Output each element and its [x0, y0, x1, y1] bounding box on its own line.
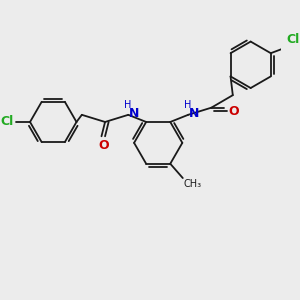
- Text: H: H: [124, 100, 131, 110]
- Text: O: O: [228, 105, 239, 118]
- Text: CH₃: CH₃: [184, 179, 202, 189]
- Text: N: N: [189, 107, 200, 120]
- Text: Cl: Cl: [287, 33, 300, 46]
- Text: H: H: [184, 100, 191, 110]
- Text: O: O: [98, 139, 109, 152]
- Text: Cl: Cl: [1, 116, 14, 128]
- Text: N: N: [129, 107, 140, 120]
